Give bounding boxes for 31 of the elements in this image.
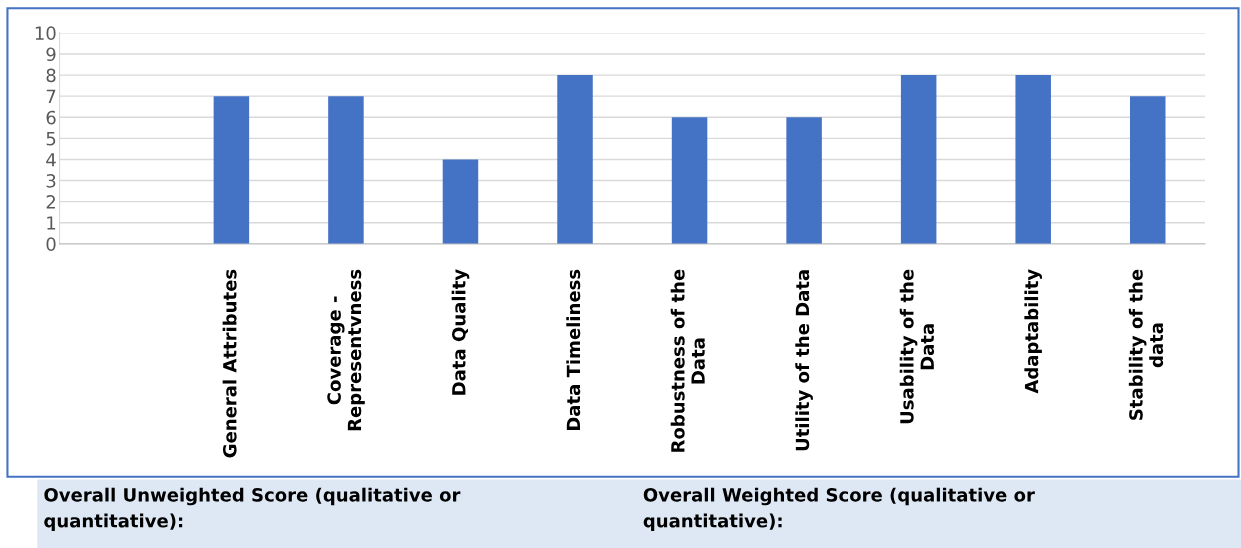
y-tick-label: 3	[46, 174, 56, 188]
bar	[786, 117, 822, 244]
y-tick-label: 8	[46, 68, 56, 83]
bar	[900, 75, 937, 244]
y-tick-label: 9	[46, 47, 56, 62]
y-tick-label: 0	[46, 237, 56, 251]
y-tick-label: 1	[47, 216, 56, 230]
x-tick-label: Coverage - Representvness	[327, 269, 365, 431]
bar	[557, 75, 593, 244]
bar	[213, 96, 250, 244]
x-tick-label: Data Timeliness	[566, 269, 581, 431]
y-tick-label: 6	[46, 110, 56, 125]
bar	[671, 117, 708, 244]
y-tick-label: 7	[46, 89, 56, 104]
x-tick-label: Utility of the Data	[795, 270, 813, 451]
y-tick-label: 2	[46, 195, 55, 209]
bar	[1015, 75, 1051, 244]
bar	[1129, 96, 1166, 244]
y-tick-label: 10	[35, 26, 56, 40]
y-tick-label: 5	[46, 132, 56, 146]
y-tick-label: 4	[46, 153, 56, 167]
x-tick-label: Adaptability	[1024, 269, 1042, 394]
x-tick-label: General Attributes	[222, 269, 237, 458]
bar	[328, 96, 364, 244]
x-tick-label: Stability of the data	[1128, 269, 1164, 420]
x-tick-label: Robustness of the Data	[670, 269, 705, 452]
x-tick-label: Usability of the Data	[899, 269, 935, 424]
text: Overall Unweighted Score (qualitative or quantitative):	[44, 487, 461, 532]
x-tick-label: Data Quality	[451, 269, 470, 395]
text: Overall Weighted Score (qualitative or quantitative):	[643, 487, 1035, 532]
bar	[442, 159, 479, 244]
